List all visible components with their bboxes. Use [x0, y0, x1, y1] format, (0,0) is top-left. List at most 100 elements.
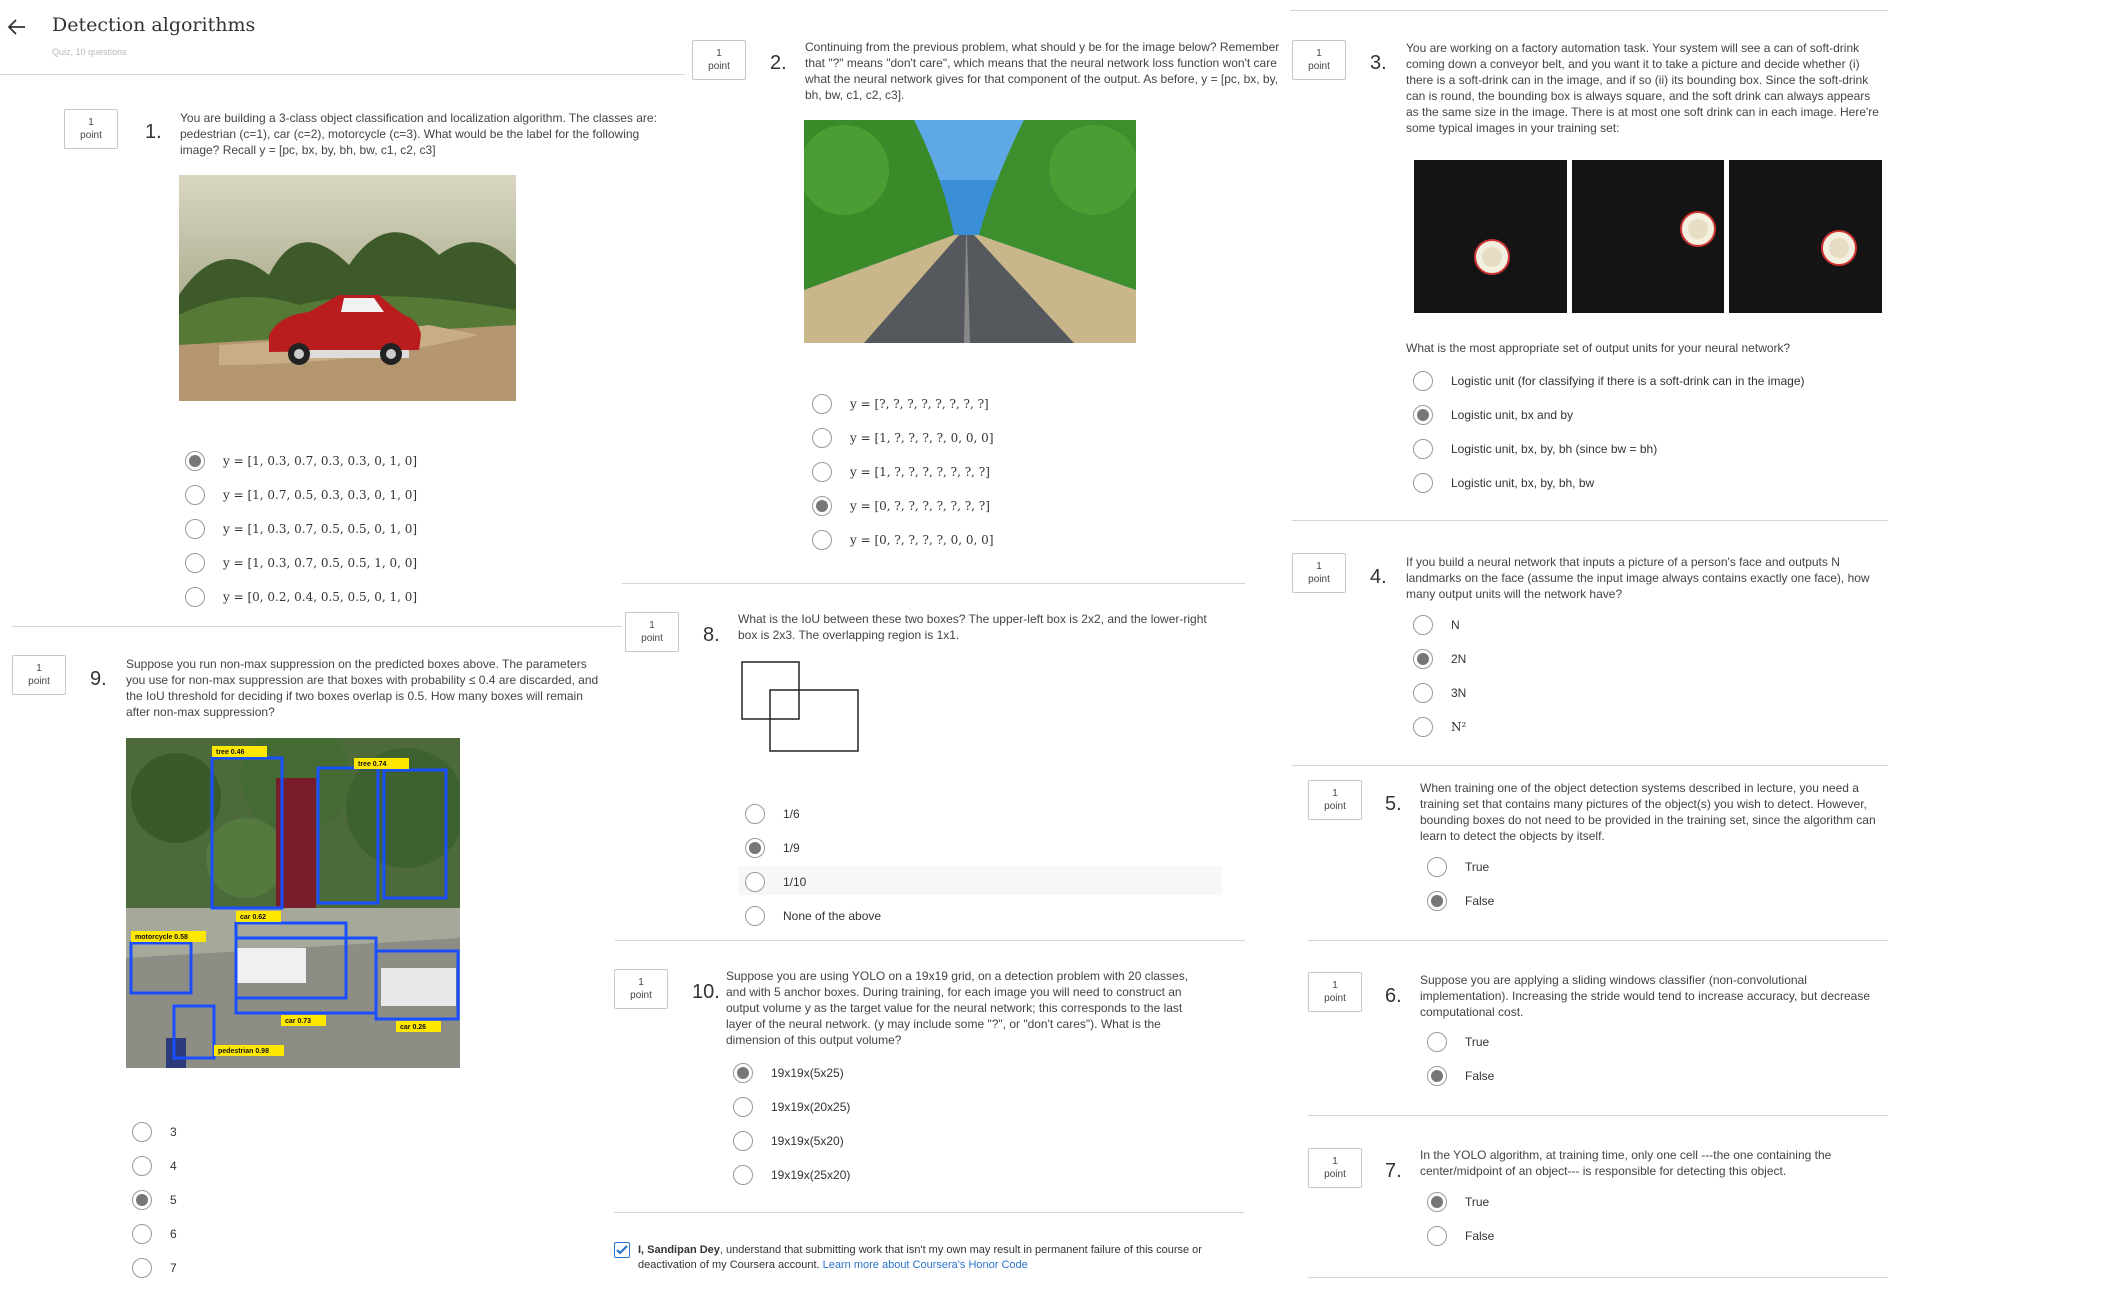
- honor-code-link[interactable]: Learn more about Coursera's Honor Code: [822, 1259, 1028, 1271]
- radio[interactable]: [132, 1258, 152, 1278]
- q9-option-3[interactable]: 3: [132, 1121, 177, 1143]
- radio[interactable]: [185, 587, 205, 607]
- q6-number: 6.: [1385, 985, 1402, 1007]
- q7-option-true[interactable]: True: [1427, 1191, 1489, 1213]
- radio-selected[interactable]: [1413, 649, 1433, 669]
- q9-option-4[interactable]: 4: [132, 1155, 177, 1177]
- radio[interactable]: [1413, 717, 1433, 737]
- q3-can-image-1: [1414, 160, 1567, 313]
- q9-option-6[interactable]: 6: [132, 1223, 177, 1245]
- q2-option-5[interactable]: y = [0, ?, ?, ?, ?, 0, 0, 0]: [812, 529, 994, 551]
- page-title: Detection algorithms: [52, 14, 256, 36]
- box-label-motorcycle-058: motorcycle 0.58: [135, 934, 188, 941]
- radio[interactable]: [185, 519, 205, 539]
- q1-text: You are building a 3-class object classi…: [180, 111, 657, 157]
- q9-option-7[interactable]: 7: [132, 1257, 177, 1279]
- q2-option-4[interactable]: y = [0, ?, ?, ?, ?, ?, ?, ?]: [812, 495, 990, 517]
- radio[interactable]: [1413, 439, 1433, 459]
- radio[interactable]: [733, 1165, 753, 1185]
- q9-option-5[interactable]: 5: [132, 1189, 177, 1211]
- q10-option-4[interactable]: 19x19x(25x20): [733, 1164, 850, 1186]
- radio[interactable]: [812, 530, 832, 550]
- q6-points: 1 point: [1308, 972, 1362, 1012]
- q2-option-2[interactable]: y = [1, ?, ?, ?, ?, 0, 0, 0]: [812, 427, 994, 449]
- radio-selected[interactable]: [733, 1063, 753, 1083]
- q3-option-2[interactable]: Logistic unit, bx and by: [1413, 404, 1573, 426]
- radio[interactable]: [185, 553, 205, 573]
- q4-number: 4.: [1370, 566, 1387, 588]
- radio[interactable]: [1427, 1032, 1447, 1052]
- radio[interactable]: [745, 872, 765, 892]
- radio[interactable]: [745, 906, 765, 926]
- radio-selected[interactable]: [1427, 1192, 1447, 1212]
- q8-points: 1 point: [625, 612, 679, 652]
- q1-option-1[interactable]: y = [1, 0.3, 0.7, 0.3, 0.3, 0, 1, 0]: [185, 450, 417, 472]
- q9-number: 9.: [90, 668, 107, 690]
- q3-option-4[interactable]: Logistic unit, bx, by, bh, bw: [1413, 472, 1594, 494]
- q2-option-1[interactable]: y = [?, ?, ?, ?, ?, ?, ?, ?]: [812, 393, 989, 415]
- q5-option-true[interactable]: True: [1427, 856, 1489, 878]
- q2-image-road: [804, 120, 1136, 343]
- q8-option-3[interactable]: 1/10: [745, 871, 806, 893]
- radio[interactable]: [1413, 371, 1433, 391]
- q7-number: 7.: [1385, 1160, 1402, 1182]
- back-arrow-icon[interactable]: [6, 16, 28, 38]
- q1-option-3[interactable]: y = [1, 0.3, 0.7, 0.5, 0.5, 0, 1, 0]: [185, 518, 417, 540]
- q6-option-false[interactable]: False: [1427, 1065, 1494, 1087]
- radio[interactable]: [1413, 473, 1433, 493]
- q4-points: 1 point: [1292, 553, 1346, 593]
- radio[interactable]: [745, 804, 765, 824]
- q3-text: You are working on a factory automation …: [1406, 41, 1879, 135]
- q4-option-3n[interactable]: 3N: [1413, 682, 1466, 704]
- radio[interactable]: [1413, 683, 1433, 703]
- radio[interactable]: [733, 1097, 753, 1117]
- radio[interactable]: [1427, 857, 1447, 877]
- q3-points: 1 point: [1292, 40, 1346, 80]
- q1-option-5[interactable]: y = [0, 0.2, 0.4, 0.5, 0.5, 0, 1, 0]: [185, 586, 417, 608]
- radio[interactable]: [132, 1156, 152, 1176]
- radio[interactable]: [1413, 615, 1433, 635]
- radio[interactable]: [185, 485, 205, 505]
- radio-selected[interactable]: [185, 451, 205, 471]
- q4-option-n[interactable]: N: [1413, 614, 1460, 636]
- q2-text: Continuing from the previous problem, wh…: [805, 40, 1280, 102]
- q8-text: What is the IoU between these two boxes?…: [738, 612, 1207, 642]
- radio-selected[interactable]: [745, 838, 765, 858]
- radio[interactable]: [132, 1122, 152, 1142]
- honor-code-checkbox[interactable]: [614, 1242, 630, 1258]
- q2-points: 1 point: [692, 40, 746, 80]
- radio[interactable]: [812, 394, 832, 414]
- q8-option-1[interactable]: 1/6: [745, 803, 800, 825]
- q2-option-3[interactable]: y = [1, ?, ?, ?, ?, ?, ?, ?]: [812, 461, 990, 483]
- radio[interactable]: [812, 428, 832, 448]
- q10-option-3[interactable]: 19x19x(5x20): [733, 1130, 844, 1152]
- q3-option-1[interactable]: Logistic unit (for classifying if there …: [1413, 370, 1804, 392]
- box-label-tree-074: tree 0.74: [358, 761, 387, 768]
- q5-option-false[interactable]: False: [1427, 890, 1494, 912]
- radio-selected[interactable]: [1427, 1066, 1447, 1086]
- radio-selected[interactable]: [1427, 891, 1447, 911]
- q10-option-1[interactable]: 19x19x(5x25): [733, 1062, 844, 1084]
- q4-option-n-squared[interactable]: N²: [1413, 716, 1466, 738]
- q3-can-image-2: [1572, 160, 1724, 313]
- radio-selected[interactable]: [812, 496, 832, 516]
- q7-option-false[interactable]: False: [1427, 1225, 1494, 1247]
- radio[interactable]: [132, 1224, 152, 1244]
- q1-option-2[interactable]: y = [1, 0.7, 0.5, 0.3, 0.3, 0, 1, 0]: [185, 484, 417, 506]
- q7-points: 1 point: [1308, 1148, 1362, 1188]
- radio[interactable]: [1427, 1226, 1447, 1246]
- q10-points: 1 point: [614, 969, 668, 1009]
- honor-code-name: I, Sandipan Dey: [638, 1244, 720, 1256]
- q9-points: 1 point: [12, 655, 66, 695]
- radio-selected[interactable]: [1413, 405, 1433, 425]
- q10-option-2[interactable]: 19x19x(20x25): [733, 1096, 850, 1118]
- q4-option-2n[interactable]: 2N: [1413, 648, 1466, 670]
- q6-option-true[interactable]: True: [1427, 1031, 1489, 1053]
- q3-option-3[interactable]: Logistic unit, bx, by, bh (since bw = bh…: [1413, 438, 1657, 460]
- radio[interactable]: [812, 462, 832, 482]
- q1-option-4[interactable]: y = [1, 0.3, 0.7, 0.5, 0.5, 1, 0, 0]: [185, 552, 417, 574]
- radio-selected[interactable]: [132, 1190, 152, 1210]
- q8-option-4[interactable]: None of the above: [745, 905, 881, 927]
- q8-option-2[interactable]: 1/9: [745, 837, 800, 859]
- radio[interactable]: [733, 1131, 753, 1151]
